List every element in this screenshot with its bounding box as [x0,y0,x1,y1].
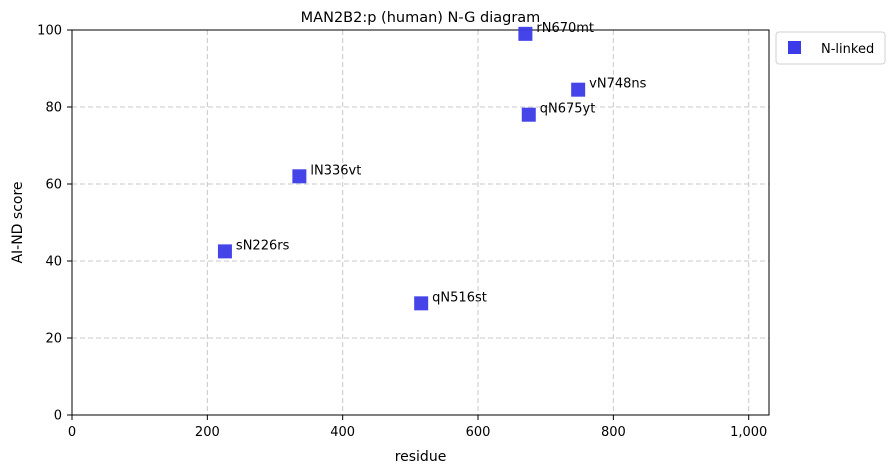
y-tick-label: 0 [54,409,62,424]
data-points: sN226rs lN336vt qN516st rN670mt qN675yt vN748… [217,21,647,311]
x-tick-label: 400 [330,425,355,440]
legend: N-linked [775,31,886,65]
plot-area [71,29,770,416]
data-point-label: vN748ns [589,77,646,92]
data-point-label: qN516st [432,290,487,305]
data-point-label: qN675yt [540,102,596,117]
data-point [571,82,586,97]
data-point-label: rN670mt [536,21,594,36]
y-tick-label: 60 [45,178,62,193]
x-tick-label: 1,000 [730,425,767,440]
x-tick-label: 0 [68,425,76,440]
legend-box [775,31,886,65]
x-tick-label: 200 [195,425,220,440]
x-axis-label: residue [395,449,447,465]
axis-ticks: 0 200 400 600 800 1,000 0 20 40 60 80 100 [37,24,767,441]
data-point-label: lN336vt [310,163,361,178]
x-tick-label: 600 [466,425,491,440]
chart-title: MAN2B2:p (human) N-G diagram [301,10,541,26]
data-point [414,296,429,311]
data-point [292,169,307,184]
y-axis-label: AI-ND score [10,181,26,263]
y-tick-label: 40 [45,255,62,270]
y-tick-label: 20 [45,332,62,347]
data-point-label: sN226rs [236,238,290,253]
x-tick-label: 800 [601,425,626,440]
y-tick-label: 100 [37,24,62,39]
grid-lines [72,30,769,415]
data-point [521,107,536,122]
y-tick-label: 80 [45,101,62,116]
data-point [518,26,533,41]
legend-marker-n-linked [788,41,801,54]
data-point [217,244,232,259]
legend-label-n-linked: N-linked [821,42,874,57]
